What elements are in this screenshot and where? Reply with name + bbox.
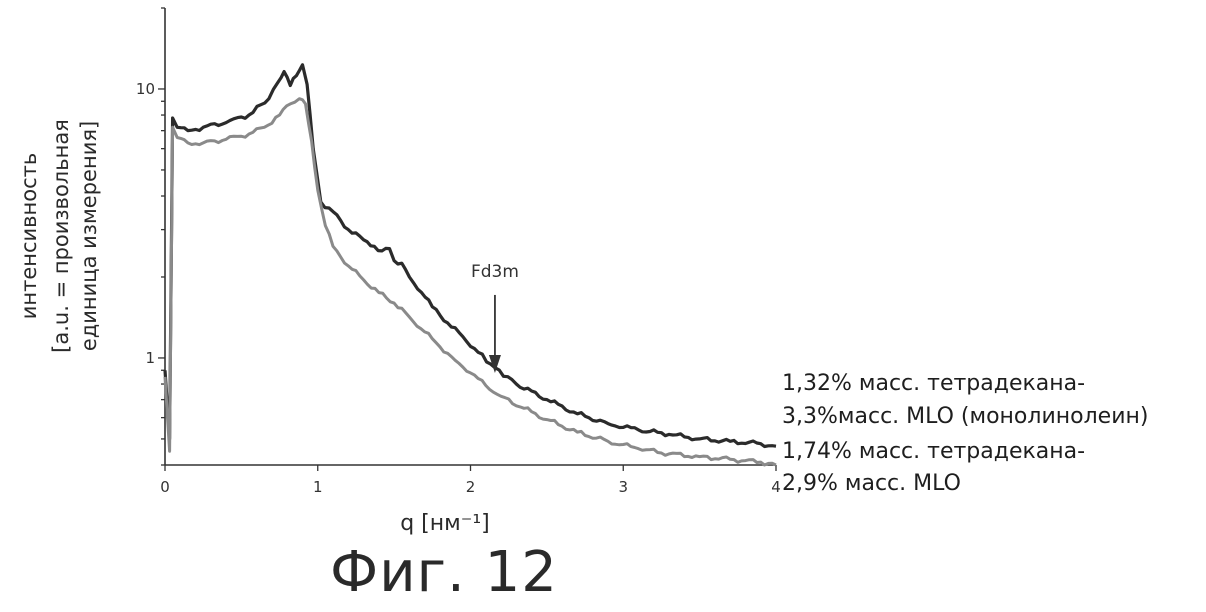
annotation-layer: Fd3m: [471, 262, 519, 373]
y-axis-label-line-1: интенсивность: [17, 153, 41, 320]
figure-caption: Фиг. 12: [330, 540, 558, 605]
legend-series-1-line-1: 1,32% масс. тетрадекана-: [782, 371, 1085, 396]
legend-series-1-line-2: 3,3%масс. MLO (монолинолеин): [782, 404, 1148, 429]
x-tick-label: 2: [466, 478, 476, 496]
annotation-label: Fd3m: [471, 262, 519, 282]
ticks-layer: 0 1 2 3 4 1 10: [136, 8, 781, 496]
x-axis-label: q [нм⁻¹]: [400, 511, 490, 536]
x-tick-label: 0: [160, 478, 170, 496]
y-axis-label-line-3: единица измерения]: [77, 121, 101, 351]
series-line-1: [165, 65, 776, 447]
legend-series-2-line-1: 1,74% масс. тетрадекана-: [782, 439, 1085, 464]
y-tick-label: 10: [136, 80, 155, 98]
x-tick-label: 1: [313, 478, 323, 496]
legend: 1,32% масс. тетрадекана- 3,3%масс. MLO (м…: [782, 371, 1148, 496]
x-tick-label: 4: [771, 478, 781, 496]
y-tick-label: 1: [145, 349, 155, 367]
legend-series-2-line-2: 2,9% масс. MLO: [782, 471, 961, 496]
y-axis-label-line-2: [a.u. = произвольная: [49, 119, 73, 353]
x-tick-label: 3: [618, 478, 628, 496]
